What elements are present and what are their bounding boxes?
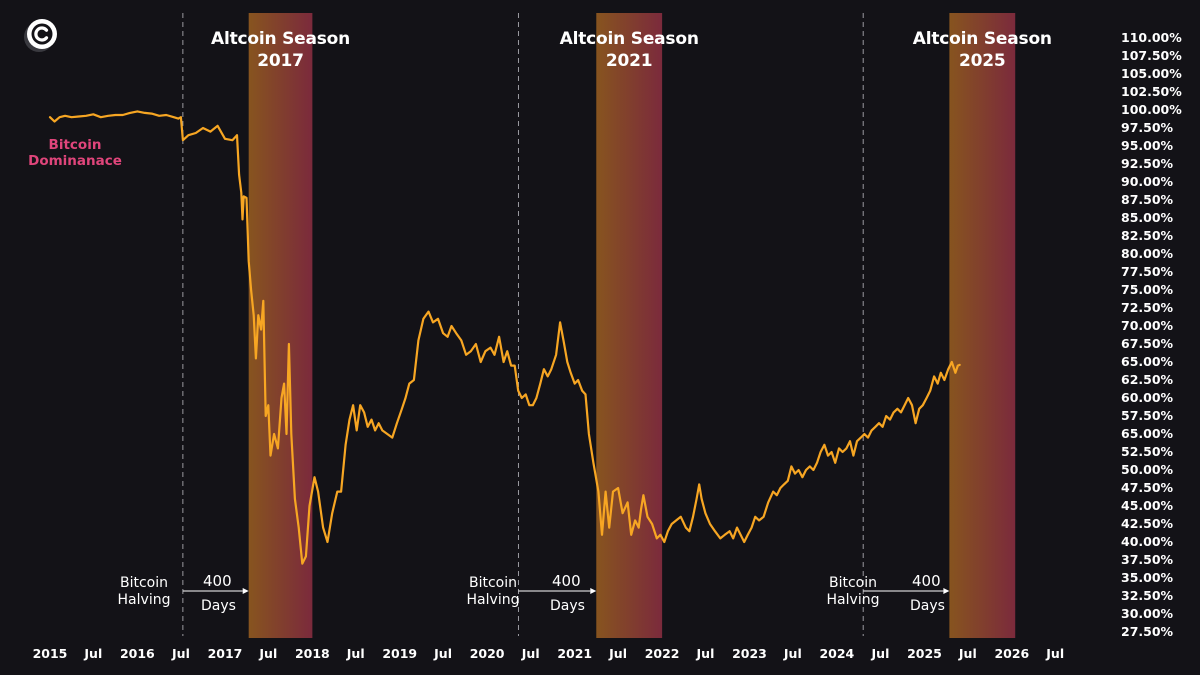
bitcoin-dominance-line (48, 110, 961, 565)
x-tick-label: Jul (871, 646, 890, 661)
y-tick-label: 107.50% (1121, 48, 1182, 63)
x-tick-label: Jul (346, 646, 365, 661)
y-tick-label: 100.00% (1121, 102, 1182, 117)
x-tick-label: 2018 (295, 646, 330, 661)
season-title: Altcoin Season (912, 29, 1052, 49)
y-tick-label: 90.00% (1121, 174, 1174, 189)
y-tick-label: 97.50% (1121, 120, 1174, 135)
days-unit: Days (550, 598, 585, 614)
y-tick-label: 65.00% (1121, 354, 1174, 369)
y-tick-label: 42.50% (1121, 516, 1174, 531)
x-tick-label: Jul (608, 646, 627, 661)
halving-line1: Bitcoin (119, 575, 168, 591)
y-tick-label: 57.50% (1121, 408, 1174, 423)
x-tick-label: Jul (958, 646, 977, 661)
season-label-2021: Altcoin Season 2021 (539, 28, 719, 72)
x-tick-label: Jul (433, 646, 452, 661)
y-tick-label: 30.00% (1121, 606, 1174, 621)
season-label-2017: Altcoin Season 2017 (191, 28, 371, 72)
halving-label-2024: Bitcoin Halving (808, 575, 898, 609)
y-tick-label: 37.50% (1121, 552, 1174, 567)
y-tick-label: 77.50% (1121, 264, 1174, 279)
y-tick-label: 87.50% (1121, 192, 1174, 207)
y-tick-label: 45.00% (1121, 498, 1174, 513)
season-year: 2025 (959, 51, 1006, 71)
series-label-line1: Bitcoin (48, 137, 102, 153)
days-value: 400 (552, 572, 581, 590)
days-arrow-head (590, 588, 597, 594)
x-tick-label: 2016 (120, 646, 155, 661)
halving-label-2016: Bitcoin Halving (99, 575, 189, 609)
x-tick-label: 2015 (33, 646, 68, 661)
x-tick-label: Jul (696, 646, 715, 661)
x-tick-label: 2023 (732, 646, 767, 661)
y-tick-label: 105.00% (1121, 66, 1182, 81)
y-tick-label: 67.50% (1121, 336, 1174, 351)
days-unit: Days (201, 598, 236, 614)
y-tick-label: 82.50% (1121, 228, 1174, 243)
season-title: Altcoin Season (210, 29, 351, 49)
season-band-2025 (949, 13, 1016, 638)
y-tick-label: 32.50% (1121, 588, 1174, 603)
halving-line1: Bitcoin (828, 575, 877, 591)
x-tick-label: 2021 (557, 646, 592, 661)
y-tick-label: 52.50% (1121, 444, 1174, 459)
altcoin-season-bands (248, 13, 1016, 638)
y-tick-label: 40.00% (1121, 534, 1174, 549)
y-tick-label: 70.00% (1121, 318, 1174, 333)
season-title: Altcoin Season (559, 29, 699, 49)
x-tick-label: Jul (171, 646, 190, 661)
y-axis: 110.00% 107.50% 105.00% 102.50% 100.00% 97.50… (1121, 30, 1182, 639)
days-unit: Days (910, 598, 945, 614)
y-tick-label: 85.00% (1121, 210, 1174, 225)
y-tick-label: 102.50% (1121, 84, 1182, 99)
halving-line1: Bitcoin (468, 575, 517, 591)
x-tick-label: Jul (783, 646, 802, 661)
halving-line2: Halving (826, 592, 880, 608)
y-tick-label: 110.00% (1121, 30, 1182, 45)
season-band-2021 (596, 13, 663, 638)
x-tick-label: 2020 (470, 646, 505, 661)
y-tick-label: 72.50% (1121, 300, 1174, 315)
x-tick-label: 2022 (645, 646, 680, 661)
halving-label-2020: Bitcoin Halving (448, 575, 538, 609)
bitcoin-dominance-label: Bitcoin Dominanace (20, 137, 130, 169)
days-value: 400 (203, 572, 232, 590)
x-tick-label: 2017 (208, 646, 243, 661)
days-arrow-head (242, 588, 249, 594)
days-arrow-head (943, 588, 950, 594)
y-tick-label: 50.00% (1121, 462, 1174, 477)
x-tick-label: Jul (1045, 646, 1064, 661)
y-tick-label: 92.50% (1121, 156, 1174, 171)
season-label-2025: Altcoin Season 2025 (892, 28, 1072, 72)
x-axis: 2015 Jul 2016 Jul 2017 Jul 2018 Jul 2019 Jul 2020 J… (33, 646, 1065, 661)
c-logo-icon (22, 16, 60, 54)
halving-line2: Halving (117, 592, 171, 608)
x-tick-label: 2025 (907, 646, 942, 661)
series-label-line2: Dominanace (28, 153, 122, 169)
season-year: 2021 (605, 51, 653, 71)
y-tick-label: 62.50% (1121, 372, 1174, 387)
y-tick-label: 60.00% (1121, 390, 1174, 405)
y-tick-label: 47.50% (1121, 480, 1174, 495)
season-year: 2017 (257, 51, 304, 71)
halving-line2: Halving (466, 592, 520, 608)
days-arrows (182, 588, 950, 594)
x-tick-label: Jul (83, 646, 102, 661)
y-tick-label: 75.00% (1121, 282, 1174, 297)
y-tick-label: 35.00% (1121, 570, 1174, 585)
halving-lines (182, 13, 864, 636)
x-tick-label: Jul (258, 646, 277, 661)
y-tick-label: 27.50% (1121, 624, 1174, 639)
x-tick-label: 2026 (994, 646, 1029, 661)
y-tick-label: 65.00% (1121, 426, 1174, 441)
days-value: 400 (912, 572, 941, 590)
x-tick-label: Jul (521, 646, 540, 661)
y-tick-label: 95.00% (1121, 138, 1174, 153)
x-tick-label: 2019 (382, 646, 417, 661)
y-tick-label: 80.00% (1121, 246, 1174, 261)
x-tick-label: 2024 (819, 646, 854, 661)
